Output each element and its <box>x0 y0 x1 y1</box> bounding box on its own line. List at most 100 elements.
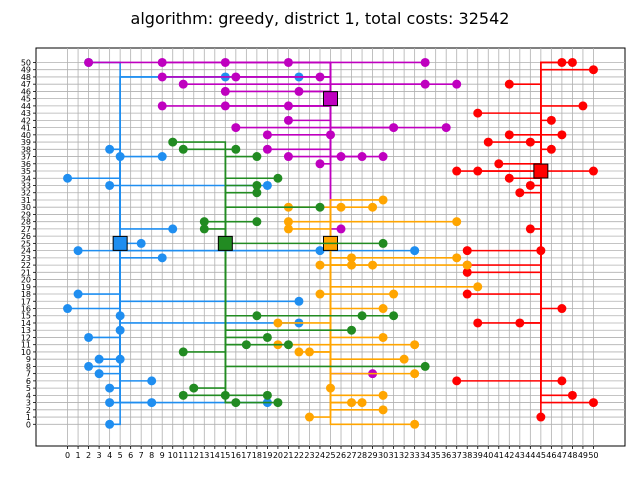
y-tick-label: 19 <box>21 283 31 292</box>
house-point <box>294 296 304 306</box>
x-tick-label: 16 <box>231 451 241 460</box>
house-point <box>462 246 472 256</box>
house-point <box>473 282 483 292</box>
battery-marker <box>323 91 338 107</box>
house-point <box>378 238 388 248</box>
house-point <box>546 115 556 125</box>
house-point <box>410 246 420 256</box>
y-tick-label: 33 <box>21 181 31 190</box>
house-point <box>347 325 357 335</box>
house-point <box>441 123 451 133</box>
house-point <box>504 79 514 89</box>
x-tick-label: 35 <box>431 451 441 460</box>
x-tick-label: 6 <box>128 451 133 460</box>
house-point <box>262 180 272 190</box>
house-point <box>178 79 188 89</box>
x-tick-label: 47 <box>557 451 567 460</box>
house-point <box>105 144 115 154</box>
y-tick-label: 29 <box>21 210 31 219</box>
house-point <box>283 115 293 125</box>
house-point <box>84 332 94 342</box>
house-point <box>389 123 399 133</box>
house-point <box>525 224 535 234</box>
house-point <box>115 354 125 364</box>
y-tick-label: 47 <box>21 80 31 89</box>
house-point <box>63 173 73 183</box>
house-point <box>115 325 125 335</box>
y-tick-label: 23 <box>21 254 31 263</box>
house-point <box>273 173 283 183</box>
house-point <box>357 311 367 321</box>
house-point <box>273 398 283 408</box>
house-point <box>504 173 514 183</box>
y-tick-label: 42 <box>21 116 31 125</box>
house-point <box>283 217 293 227</box>
house-point <box>262 144 272 154</box>
x-tick-label: 40 <box>483 451 493 460</box>
house-point <box>473 318 483 328</box>
x-tick-label: 19 <box>262 451 272 460</box>
x-tick-label: 0 <box>65 451 70 460</box>
x-tick-label: 3 <box>97 451 102 460</box>
y-tick-label: 43 <box>21 109 31 118</box>
y-tick-label: 2 <box>26 406 31 415</box>
x-tick-label: 11 <box>178 451 188 460</box>
house-point <box>136 238 146 248</box>
house-point <box>199 224 209 234</box>
y-tick-label: 49 <box>21 66 31 75</box>
house-point <box>389 311 399 321</box>
y-tick-label: 22 <box>21 261 31 270</box>
y-tick-label: 3 <box>26 399 31 408</box>
battery-marker <box>533 163 549 179</box>
house-point <box>378 195 388 205</box>
house-point <box>294 86 304 96</box>
x-tick-label: 25 <box>325 451 335 460</box>
house-point <box>452 166 462 176</box>
house-point <box>231 144 241 154</box>
x-tick-label: 12 <box>189 451 199 460</box>
house-point <box>94 369 104 379</box>
house-point <box>252 180 262 190</box>
y-tick-label: 48 <box>21 73 31 82</box>
house-point <box>315 202 325 212</box>
house-point <box>515 188 525 198</box>
house-point <box>347 260 357 270</box>
network-series <box>452 57 598 422</box>
house-point <box>347 253 357 263</box>
x-tick-label: 29 <box>367 451 377 460</box>
house-point <box>252 217 262 227</box>
house-point <box>220 390 230 400</box>
house-point <box>452 253 462 263</box>
y-tick-label: 8 <box>26 362 31 371</box>
x-tick-label: 13 <box>199 451 209 460</box>
house-point <box>326 383 335 393</box>
house-point <box>304 412 314 422</box>
house-point <box>588 65 598 75</box>
house-point <box>147 376 157 386</box>
y-tick-label: 5 <box>26 384 31 393</box>
house-point <box>157 253 167 263</box>
x-tick-label: 1 <box>76 451 81 460</box>
house-point <box>189 383 199 393</box>
x-tick-label: 31 <box>389 451 399 460</box>
x-tick-label: 18 <box>252 451 262 460</box>
y-tick-label: 17 <box>21 297 31 306</box>
house-point <box>399 354 409 364</box>
house-point <box>378 304 388 314</box>
x-tick-label: 7 <box>139 451 144 460</box>
house-point <box>536 246 546 256</box>
house-point <box>220 101 230 111</box>
house-point <box>315 289 325 299</box>
y-tick-label: 44 <box>21 102 31 111</box>
house-point <box>115 311 125 321</box>
y-tick-label: 25 <box>21 239 31 248</box>
x-tick-label: 2 <box>86 451 91 460</box>
y-tick-label: 4 <box>26 391 31 400</box>
house-point <box>588 166 598 176</box>
house-point <box>252 188 262 198</box>
x-tick-label: 17 <box>241 451 251 460</box>
house-point <box>241 340 251 350</box>
house-point <box>84 57 94 67</box>
battery-marker <box>112 235 128 251</box>
